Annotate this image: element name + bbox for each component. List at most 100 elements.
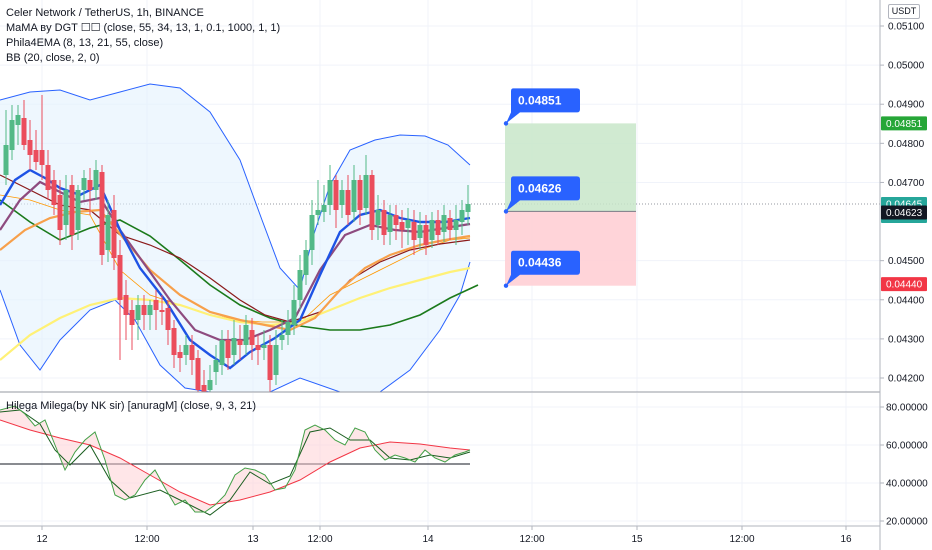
candle-body: [405, 220, 411, 228]
candle-body: [279, 335, 285, 340]
candle-body: [315, 210, 321, 215]
candle-body: [291, 300, 297, 325]
candle-body: [231, 338, 237, 355]
price-tag-value: 0.04645: [886, 199, 923, 210]
candle-body: [171, 328, 177, 355]
candle-body: [195, 358, 201, 390]
indicator-mama-legend[interactable]: MaMA вy DGT ☐☐ (close, 55, 34, 13, 1, 0.…: [6, 22, 281, 34]
callout-anchor: [503, 121, 509, 126]
time-tick-label: 15: [631, 534, 643, 545]
price-tick-label: 0.04300: [888, 334, 925, 345]
candle-body: [435, 220, 441, 235]
currency-button[interactable]: USDT: [888, 4, 920, 19]
callout-anchor: [503, 283, 509, 288]
price-tag: 0.04851: [881, 116, 927, 131]
candle-body: [369, 175, 375, 230]
candle-body: [363, 175, 369, 208]
candle-body: [453, 220, 459, 230]
ema-55-green: [0, 199, 479, 331]
bollinger-middle-band: [0, 194, 471, 323]
candle-body: [87, 180, 93, 190]
candle-body: [9, 120, 15, 150]
price-tag-value: 0.04851: [886, 119, 923, 130]
candle-body: [117, 255, 123, 300]
indicator-hilega-milega-legend[interactable]: Hilega Milega(by NK sir) [anuragM] (clos…: [6, 400, 257, 412]
candle-body: [93, 170, 99, 190]
candle-body: [201, 385, 207, 392]
callout-bubble: [506, 176, 580, 212]
osc-tick-label: 40.00000: [886, 479, 928, 490]
main-legend: Celer Network / TetherUS, 1h, BINANCE Ma…: [6, 6, 280, 66]
osc-green-line: [0, 405, 471, 513]
ema-yellow: [0, 266, 471, 361]
candle-body: [393, 215, 399, 225]
candle-body: [111, 210, 117, 258]
candle-body: [189, 345, 195, 360]
stop-callout[interactable]: 0.04436: [503, 250, 580, 288]
candle-body: [255, 345, 261, 350]
candle-body: [465, 204, 471, 212]
candle-body: [153, 300, 159, 310]
candle-body: [45, 165, 51, 190]
candle-body: [387, 215, 393, 232]
candle-body: [345, 190, 351, 215]
time-axis[interactable]: 12 12:00 13 12:00 14 12:00 15 12:00 16: [36, 526, 852, 545]
candle-body: [309, 215, 315, 250]
callout-bubble: [506, 88, 580, 124]
long-position-tool[interactable]: 0.04851 0.04626 0.04436: [503, 88, 636, 288]
indicator-bb-legend[interactable]: BB (20, close, 2, 0): [6, 52, 100, 64]
ema-orange: [0, 208, 471, 332]
price-tick-label: 0.04400: [888, 295, 925, 306]
candle-body: [15, 115, 21, 125]
candle-body: [267, 345, 273, 380]
osc-red-line: [0, 419, 471, 506]
osc-tick-label: 60.00000: [886, 441, 928, 452]
time-tick-label: 16: [840, 534, 852, 545]
osc-tick-label: 80.00000: [886, 403, 928, 414]
candle-body: [459, 210, 465, 222]
time-tick-label: 12:00: [307, 534, 332, 545]
candle-body: [381, 210, 387, 235]
oscillator-pane[interactable]: [0, 393, 880, 526]
price-tick-label: 0.04700: [888, 178, 925, 189]
candle-body: [99, 172, 105, 255]
candle-body: [339, 190, 345, 205]
osc-dark-line: [0, 409, 471, 516]
candle-body: [129, 310, 135, 325]
entry-callout[interactable]: 0.04626: [503, 176, 580, 214]
price-tick-label: 0.05000: [888, 61, 925, 72]
price-axis[interactable]: 0.05100 0.05000 0.04900 0.04800 0.04700 0.045…: [880, 22, 927, 385]
candle-body: [243, 325, 249, 345]
candle-body: [303, 250, 309, 275]
symbol-title[interactable]: Celer Network / TetherUS, 1h, BINANCE: [6, 7, 204, 19]
price-tag-bg: [881, 116, 927, 131]
candle-body: [105, 215, 111, 250]
candle-body: [357, 180, 363, 210]
candle-body: [141, 305, 147, 315]
callout-price: 0.04436: [518, 256, 562, 270]
oscillator-grid: [0, 393, 880, 526]
candle-body: [57, 195, 63, 230]
candle-body: [81, 178, 87, 190]
candle-body: [33, 150, 39, 162]
candle-body: [327, 180, 333, 205]
candle-body: [21, 118, 27, 145]
price-tag-bg: [881, 277, 927, 292]
indicator-phila4ema-legend[interactable]: Phila4EMA (8, 13, 21, 55, close): [6, 37, 164, 49]
target-callout[interactable]: 0.04851: [503, 88, 580, 126]
candle-body: [39, 150, 45, 165]
candle-body: [135, 305, 141, 320]
time-tick-label: 12:00: [729, 534, 754, 545]
time-tick-label: 13: [247, 534, 259, 545]
hilega-milega-lines: [0, 405, 471, 516]
price-tick-label: 0.04200: [888, 374, 925, 385]
candle-body: [183, 345, 189, 355]
candle-body: [63, 190, 69, 225]
candle-body: [417, 225, 423, 238]
oscillator-axis[interactable]: 80.00000 60.00000 40.00000 20.00000: [880, 403, 928, 528]
price-pane[interactable]: 0.04851 0.04626 0.04436: [0, 0, 880, 393]
price-tag-bg: [881, 205, 927, 220]
candle-body: [441, 215, 447, 232]
candle-body: [225, 340, 231, 358]
